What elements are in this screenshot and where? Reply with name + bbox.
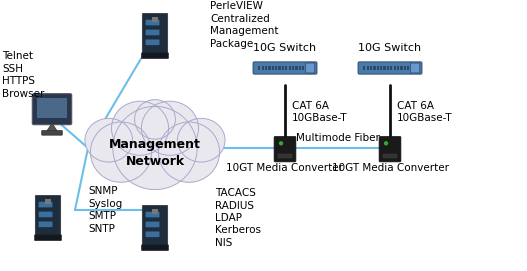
FancyBboxPatch shape bbox=[38, 212, 53, 217]
Text: Multimode Fiber: Multimode Fiber bbox=[296, 133, 380, 143]
FancyBboxPatch shape bbox=[370, 66, 372, 70]
FancyBboxPatch shape bbox=[401, 66, 403, 70]
FancyBboxPatch shape bbox=[45, 199, 51, 204]
FancyBboxPatch shape bbox=[35, 195, 61, 236]
FancyBboxPatch shape bbox=[37, 98, 66, 118]
FancyBboxPatch shape bbox=[309, 66, 311, 70]
FancyBboxPatch shape bbox=[145, 212, 160, 217]
Text: PerleVIEW
Centralized
Management
Package: PerleVIEW Centralized Management Package bbox=[210, 1, 278, 49]
Ellipse shape bbox=[113, 107, 197, 190]
FancyBboxPatch shape bbox=[292, 66, 294, 70]
Text: 10G Switch: 10G Switch bbox=[358, 43, 422, 53]
FancyBboxPatch shape bbox=[38, 221, 53, 227]
FancyBboxPatch shape bbox=[377, 66, 379, 70]
FancyBboxPatch shape bbox=[142, 245, 168, 250]
FancyBboxPatch shape bbox=[411, 66, 413, 70]
FancyBboxPatch shape bbox=[289, 66, 291, 70]
Polygon shape bbox=[46, 123, 57, 132]
FancyBboxPatch shape bbox=[265, 66, 267, 70]
FancyBboxPatch shape bbox=[261, 66, 264, 70]
FancyBboxPatch shape bbox=[358, 62, 422, 74]
FancyBboxPatch shape bbox=[296, 66, 298, 70]
Text: 10GT Media Converter: 10GT Media Converter bbox=[331, 163, 448, 173]
FancyBboxPatch shape bbox=[394, 66, 396, 70]
Text: CAT 6A
10GBase-T: CAT 6A 10GBase-T bbox=[292, 101, 348, 123]
Ellipse shape bbox=[85, 118, 133, 162]
FancyBboxPatch shape bbox=[367, 66, 369, 70]
FancyBboxPatch shape bbox=[145, 40, 160, 45]
Ellipse shape bbox=[141, 101, 199, 155]
Text: 10GT Media Converter: 10GT Media Converter bbox=[227, 163, 344, 173]
FancyBboxPatch shape bbox=[384, 66, 386, 70]
FancyBboxPatch shape bbox=[142, 53, 168, 59]
Text: Telnet
SSH
HTTPS
Browser: Telnet SSH HTTPS Browser bbox=[2, 51, 44, 99]
Text: CAT 6A
10GBase-T: CAT 6A 10GBase-T bbox=[397, 101, 453, 123]
FancyBboxPatch shape bbox=[411, 63, 420, 73]
Ellipse shape bbox=[134, 100, 175, 139]
Ellipse shape bbox=[159, 122, 220, 182]
FancyBboxPatch shape bbox=[145, 30, 160, 35]
FancyBboxPatch shape bbox=[42, 131, 62, 135]
FancyBboxPatch shape bbox=[258, 66, 260, 70]
FancyBboxPatch shape bbox=[274, 137, 296, 162]
Ellipse shape bbox=[91, 122, 152, 182]
FancyBboxPatch shape bbox=[414, 66, 416, 70]
FancyBboxPatch shape bbox=[275, 66, 277, 70]
FancyBboxPatch shape bbox=[142, 205, 168, 246]
Text: 10G Switch: 10G Switch bbox=[253, 43, 317, 53]
FancyBboxPatch shape bbox=[272, 66, 274, 70]
FancyBboxPatch shape bbox=[379, 137, 401, 162]
Circle shape bbox=[384, 141, 388, 146]
FancyBboxPatch shape bbox=[253, 62, 317, 74]
FancyBboxPatch shape bbox=[383, 154, 397, 158]
Text: Management
Network: Management Network bbox=[109, 138, 201, 168]
FancyBboxPatch shape bbox=[35, 235, 61, 241]
Text: SNMP
Syslog
SMTP
SNTP: SNMP Syslog SMTP SNTP bbox=[88, 186, 122, 234]
FancyBboxPatch shape bbox=[285, 66, 287, 70]
FancyBboxPatch shape bbox=[387, 66, 389, 70]
FancyBboxPatch shape bbox=[397, 66, 399, 70]
FancyBboxPatch shape bbox=[363, 66, 365, 70]
FancyBboxPatch shape bbox=[299, 66, 301, 70]
FancyBboxPatch shape bbox=[268, 66, 270, 70]
FancyBboxPatch shape bbox=[38, 202, 53, 207]
FancyBboxPatch shape bbox=[306, 63, 315, 73]
Text: TACACS
RADIUS
LDAP
Kerberos
NIS: TACACS RADIUS LDAP Kerberos NIS bbox=[215, 188, 261, 248]
FancyBboxPatch shape bbox=[145, 20, 160, 25]
FancyBboxPatch shape bbox=[373, 66, 376, 70]
FancyBboxPatch shape bbox=[282, 66, 284, 70]
Ellipse shape bbox=[112, 101, 169, 155]
FancyBboxPatch shape bbox=[404, 66, 406, 70]
FancyBboxPatch shape bbox=[32, 94, 72, 125]
Circle shape bbox=[279, 141, 283, 146]
FancyBboxPatch shape bbox=[145, 222, 160, 227]
FancyBboxPatch shape bbox=[391, 66, 393, 70]
FancyBboxPatch shape bbox=[152, 17, 158, 22]
FancyBboxPatch shape bbox=[278, 66, 281, 70]
FancyBboxPatch shape bbox=[306, 66, 308, 70]
FancyBboxPatch shape bbox=[407, 66, 409, 70]
FancyBboxPatch shape bbox=[142, 13, 168, 54]
FancyBboxPatch shape bbox=[302, 66, 305, 70]
FancyBboxPatch shape bbox=[278, 154, 292, 158]
FancyBboxPatch shape bbox=[145, 231, 160, 237]
FancyBboxPatch shape bbox=[380, 66, 382, 70]
Ellipse shape bbox=[178, 118, 225, 162]
FancyBboxPatch shape bbox=[152, 209, 158, 214]
